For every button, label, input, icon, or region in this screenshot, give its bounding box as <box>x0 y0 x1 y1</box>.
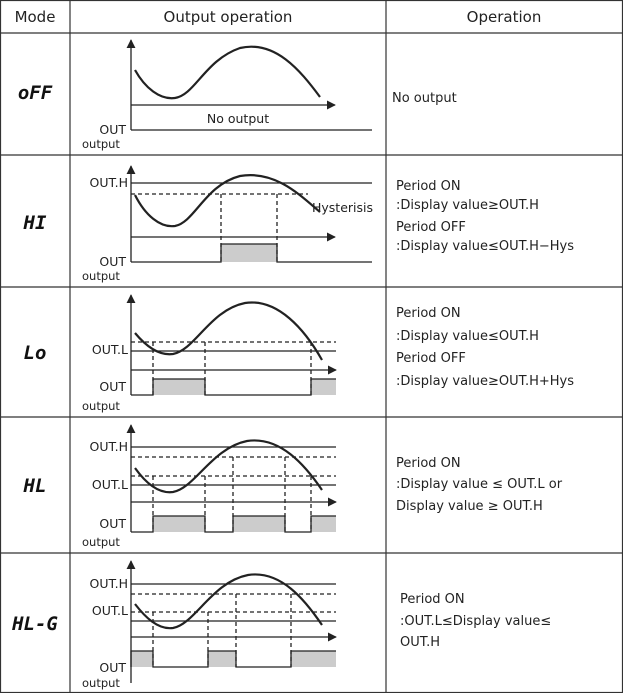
output-pulse-fill <box>311 379 336 395</box>
diagram-hl-g <box>126 560 337 683</box>
output-pulse-fill <box>208 651 236 667</box>
outh-label: OUT.H <box>89 439 128 454</box>
row-off: oFF No output OUT output No output <box>18 39 457 151</box>
operation-line-1: Period ON <box>396 179 461 194</box>
operation-line-1: Period ON <box>396 456 461 471</box>
output-pulse-fill <box>233 516 285 532</box>
operation-line-2: :Display value ≤ OUT.L or <box>396 477 563 492</box>
row-hl: HL OUT.H OUT.L OUT output Period ON :Dis… <box>23 424 563 549</box>
mode-label-hl: HL <box>23 475 47 497</box>
out-label: OUT <box>99 254 126 269</box>
operation-line-1: Period ON <box>400 592 465 607</box>
diagram-lo <box>126 294 337 396</box>
out-label: OUT <box>99 379 126 394</box>
output-label: output <box>82 399 120 413</box>
operation-line-3: Period OFF <box>396 351 466 366</box>
output-label: output <box>82 535 120 549</box>
output-label: output <box>82 269 120 283</box>
out-label: OUT <box>99 516 126 531</box>
operation-line-2: :OUT.L≤Display value≤ <box>400 614 551 629</box>
operation-line-2: :Display value≤OUT.H <box>396 329 539 344</box>
operation-text-off: No output <box>392 91 457 106</box>
header-output-operation: Output operation <box>164 8 293 26</box>
operation-line-4: :Display value≤OUT.H−Hys <box>396 239 574 254</box>
out-label: OUT <box>99 660 126 675</box>
diagram-hi <box>126 165 372 263</box>
header-mode: Mode <box>15 8 56 26</box>
row-hl-g: HL-G OUT.H OUT.L OUT output Period ON :O… <box>11 560 551 690</box>
mode-label-hi: HI <box>23 212 47 234</box>
operation-line-3: Display value ≥ OUT.H <box>396 499 543 514</box>
output-pulse-fill <box>311 516 336 532</box>
operation-line-4: :Display value≥OUT.H+Hys <box>396 374 574 389</box>
output-pulse-fill <box>131 651 153 667</box>
no-output-label: No output <box>207 111 269 126</box>
operation-line-3: OUT.H <box>400 635 440 650</box>
mode-label-lo: Lo <box>24 342 47 364</box>
row-hi: HI OUT.H Hysterisis OUT output Period ON… <box>23 165 574 283</box>
output-label: output <box>82 676 120 690</box>
row-lo: Lo OUT.L OUT output Period ON :Display v… <box>24 294 574 413</box>
outh-label: OUT.H <box>89 576 128 591</box>
out-label: OUT <box>99 122 126 137</box>
mode-label-off: oFF <box>18 82 53 104</box>
diagram-off <box>126 39 372 131</box>
hysteresis-label: Hysterisis <box>312 200 373 215</box>
header-operation: Operation <box>467 8 542 26</box>
outl-label: OUT.L <box>92 477 128 492</box>
outl-label: OUT.L <box>92 342 128 357</box>
operation-line-1: Period ON <box>396 306 461 321</box>
operation-line-2: :Display value≥OUT.H <box>396 198 539 213</box>
outh-label: OUT.H <box>89 175 128 190</box>
output-pulse-fill <box>153 516 205 532</box>
mode-label-hl-g: HL-G <box>11 613 58 635</box>
outl-label: OUT.L <box>92 603 128 618</box>
operation-line-3: Period OFF <box>396 220 466 235</box>
output-label: output <box>82 137 120 151</box>
output-pulse-fill <box>291 651 336 667</box>
output-pulse-fill <box>153 379 205 395</box>
diagram-hl <box>126 424 337 533</box>
output-pulse-fill <box>221 244 277 262</box>
